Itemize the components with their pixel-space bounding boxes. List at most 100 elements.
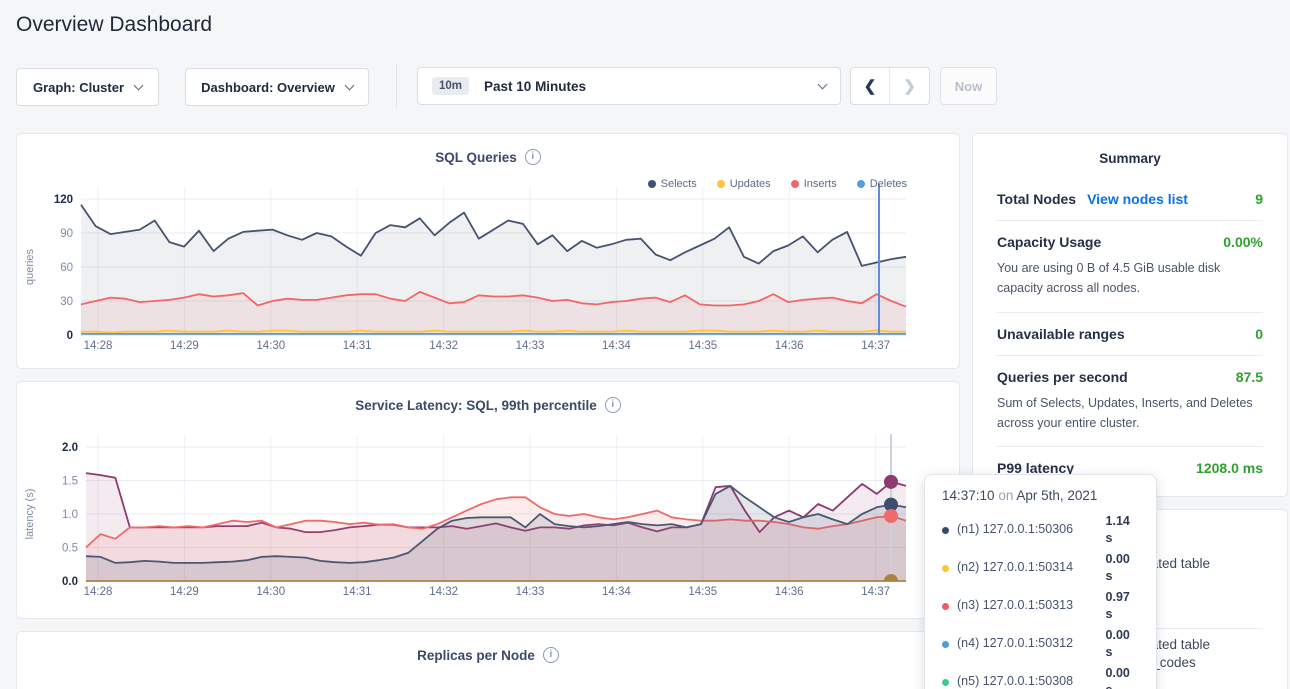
chevron-down-icon: [134, 80, 144, 90]
svg-text:30: 30: [60, 296, 73, 308]
qps-description: Sum of Selects, Updates, Inserts, and De…: [997, 393, 1263, 447]
time-prev-button[interactable]: ❮: [851, 68, 890, 104]
page-title: Overview Dashboard: [16, 13, 212, 37]
chart-title-text: Replicas per Node: [417, 648, 535, 663]
tooltip-row: (n4) 127.0.0.1:50312 0.00 s: [925, 625, 1156, 663]
summary-row-total-nodes: Total Nodes View nodes list 9: [997, 178, 1263, 220]
svg-text:14:29: 14:29: [170, 340, 199, 352]
tooltip-node-value: 0.00 s: [1106, 551, 1139, 586]
tooltip-node-label: (n3) 127.0.0.1:50313: [957, 597, 1098, 615]
svg-text:14:35: 14:35: [688, 586, 717, 598]
dashboard-dropdown[interactable]: Dashboard: Overview: [185, 68, 369, 106]
svg-text:14:36: 14:36: [775, 340, 804, 352]
tooltip-row: (n5) 127.0.0.1:50308 0.00 s: [925, 663, 1156, 689]
time-next-button[interactable]: ❯: [890, 68, 929, 104]
svg-text:14:34: 14:34: [602, 340, 631, 352]
summary-row-capacity: Capacity Usage 0.00%: [997, 220, 1263, 263]
svg-text:14:37: 14:37: [861, 586, 890, 598]
service-latency-panel: 14:2814:2914:3014:3114:3214:3314:3414:35…: [16, 381, 960, 619]
now-button[interactable]: Now: [940, 67, 997, 105]
svg-text:14:28: 14:28: [84, 586, 113, 598]
legend-dot-icon: [857, 180, 865, 188]
time-nav-group: ❮ ❯: [850, 67, 930, 105]
summary-row-unavailable: Unavailable ranges 0: [997, 312, 1263, 355]
total-nodes-value: 9: [1255, 191, 1263, 207]
node-color-dot-icon: [942, 565, 949, 572]
legend-dot-icon: [717, 180, 725, 188]
svg-text:14:30: 14:30: [256, 340, 285, 352]
legend-item: Inserts: [791, 178, 837, 190]
chart-hover-tooltip: 14:37:10 on Apr 5th, 2021 (n1) 127.0.0.1…: [924, 474, 1157, 689]
tooltip-node-label: (n4) 127.0.0.1:50312: [957, 635, 1098, 653]
graph-dropdown-label: Graph: Cluster: [33, 80, 124, 95]
tooltip-node-label: (n2) 127.0.0.1:50314: [957, 559, 1098, 577]
tooltip-row: (n2) 127.0.0.1:50314 0.00 s: [925, 549, 1156, 587]
tooltip-row: (n1) 127.0.0.1:50306 1.14 s: [925, 511, 1156, 549]
tooltip-node-label: (n1) 127.0.0.1:50306: [957, 521, 1098, 539]
sql-queries-chart[interactable]: 14:2814:2914:3014:3114:3214:3314:3414:35…: [17, 134, 959, 364]
toolbar-divider: [396, 64, 397, 108]
sql-queries-panel: 14:2814:2914:3014:3114:3214:3314:3414:35…: [16, 133, 960, 369]
legend-item: Selects: [648, 178, 697, 190]
svg-text:14:31: 14:31: [343, 340, 372, 352]
capacity-description: You are using 0 B of 4.5 GiB usable disk…: [997, 258, 1263, 312]
tooltip-node-value: 0.00 s: [1106, 665, 1139, 689]
tooltip-rows: (n1) 127.0.0.1:50306 1.14 s (n2) 127.0.0…: [925, 511, 1156, 689]
tooltip-node-label: (n5) 127.0.0.1:50308: [957, 673, 1098, 689]
tooltip-time: 14:37:10: [942, 488, 995, 503]
time-range-picker[interactable]: 10m Past 10 Minutes: [417, 67, 841, 105]
capacity-label: Capacity Usage: [997, 234, 1101, 250]
legend-item: Updates: [717, 178, 771, 190]
svg-text:60: 60: [60, 262, 73, 274]
summary-row-qps: Queries per second 87.5: [997, 355, 1263, 398]
legend-label: Inserts: [804, 178, 837, 190]
tooltip-timestamp: 14:37:10 on Apr 5th, 2021: [925, 488, 1156, 511]
svg-text:0.0: 0.0: [62, 576, 78, 588]
legend-dot-icon: [648, 180, 656, 188]
svg-text:14:36: 14:36: [775, 586, 804, 598]
tooltip-on: on: [998, 488, 1013, 503]
chevron-down-icon: [818, 79, 828, 89]
tooltip-node-value: 1.14 s: [1106, 513, 1139, 548]
view-nodes-list-link[interactable]: View nodes list: [1087, 191, 1188, 207]
p99-latency-value: 1208.0 ms: [1196, 460, 1263, 476]
node-color-dot-icon: [942, 679, 949, 686]
legend-item: Deletes: [857, 178, 907, 190]
qps-value: 87.5: [1236, 369, 1263, 385]
legend-dot-icon: [791, 180, 799, 188]
svg-text:0.5: 0.5: [62, 543, 78, 555]
svg-text:14:29: 14:29: [170, 586, 199, 598]
chart-legend: Selects Updates Inserts Deletes: [648, 178, 907, 190]
chart-title-replicas: Replicas per Node i: [17, 632, 959, 663]
summary-title: Summary: [973, 134, 1287, 178]
info-icon[interactable]: i: [543, 647, 559, 663]
node-color-dot-icon: [942, 603, 949, 610]
qps-label: Queries per second: [997, 369, 1128, 385]
tooltip-node-value: 0.00 s: [1106, 627, 1139, 662]
svg-text:90: 90: [60, 228, 73, 240]
svg-text:14:32: 14:32: [429, 340, 458, 352]
svg-text:2.0: 2.0: [62, 442, 78, 454]
svg-text:14:34: 14:34: [602, 586, 631, 598]
legend-label: Updates: [730, 178, 771, 190]
tooltip-row: (n3) 127.0.0.1:50313 0.97 s: [925, 587, 1156, 625]
chevron-down-icon: [344, 80, 354, 90]
svg-text:14:32: 14:32: [429, 586, 458, 598]
legend-label: Selects: [661, 178, 697, 190]
replicas-per-node-panel: Replicas per Node i: [16, 631, 960, 689]
graph-dropdown[interactable]: Graph: Cluster: [16, 68, 159, 106]
svg-text:14:28: 14:28: [84, 340, 113, 352]
svg-text:14:30: 14:30: [256, 586, 285, 598]
node-color-dot-icon: [942, 527, 949, 534]
legend-label: Deletes: [870, 178, 907, 190]
time-range-badge: 10m: [432, 77, 469, 95]
tooltip-date: Apr 5th, 2021: [1016, 488, 1097, 503]
node-color-dot-icon: [942, 641, 949, 648]
svg-text:0: 0: [67, 330, 73, 342]
svg-text:latency (s): latency (s): [24, 489, 36, 540]
unavailable-ranges-label: Unavailable ranges: [997, 326, 1125, 342]
svg-text:14:31: 14:31: [343, 586, 372, 598]
unavailable-ranges-value: 0: [1255, 326, 1263, 342]
service-latency-chart[interactable]: 14:2814:2914:3014:3114:3214:3314:3414:35…: [17, 382, 959, 614]
svg-text:120: 120: [54, 194, 73, 206]
